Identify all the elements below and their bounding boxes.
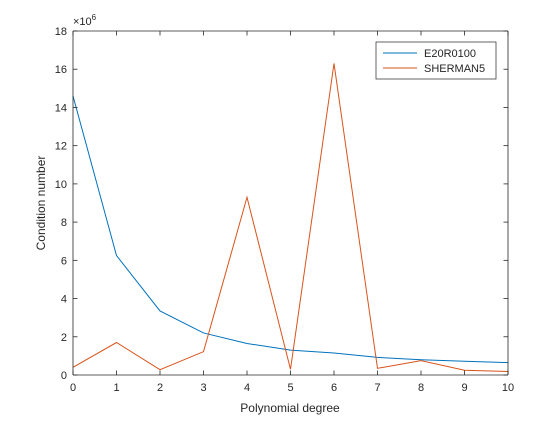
- y-tick-label-14: 14: [55, 102, 67, 114]
- legend: E20R0100 SHERMAN5: [375, 41, 497, 80]
- x-tick-label-0: 0: [70, 382, 76, 394]
- y-tick-label-8: 8: [61, 217, 67, 229]
- y-axis-label: Condition number: [34, 156, 48, 251]
- y-tick-label-4: 4: [61, 294, 67, 306]
- x-tick-label-7: 7: [374, 382, 380, 394]
- x-tick-label-1: 1: [113, 382, 119, 394]
- y-multiplier: ×106: [73, 13, 97, 28]
- x-tick-label-2: 2: [157, 382, 163, 394]
- y-tick-label-2: 2: [61, 332, 67, 344]
- plot-background: [73, 31, 508, 375]
- x-axis-label: Polynomial degree: [240, 401, 340, 415]
- y-tick-label-18: 18: [55, 26, 67, 38]
- x-tick-label-5: 5: [287, 382, 293, 394]
- legend-label-e20r0100: E20R0100: [424, 48, 476, 60]
- legend-box: [375, 41, 497, 80]
- y-tick-label-6: 6: [61, 255, 67, 267]
- x-tick-label-4: 4: [244, 382, 250, 394]
- x-tick-label-3: 3: [200, 382, 206, 394]
- y-tick-label-0: 0: [61, 370, 67, 382]
- y-multiplier-exponent: 6: [92, 13, 97, 22]
- legend-label-sherman5: SHERMAN5: [424, 63, 485, 75]
- x-tick-label-6: 6: [331, 382, 337, 394]
- series-line-e20r0100: [72, 95, 509, 364]
- series-line-sherman5: [72, 63, 509, 373]
- x-tick-label-10: 10: [502, 382, 514, 394]
- y-tick-label-16: 16: [55, 64, 67, 76]
- y-multiplier-base: ×10: [73, 16, 92, 28]
- series-layer: [72, 63, 509, 373]
- x-tick-label-9: 9: [461, 382, 467, 394]
- y-tick-label-12: 12: [55, 141, 67, 153]
- y-tick-label-10: 10: [55, 179, 67, 191]
- x-tick-label-8: 8: [418, 382, 424, 394]
